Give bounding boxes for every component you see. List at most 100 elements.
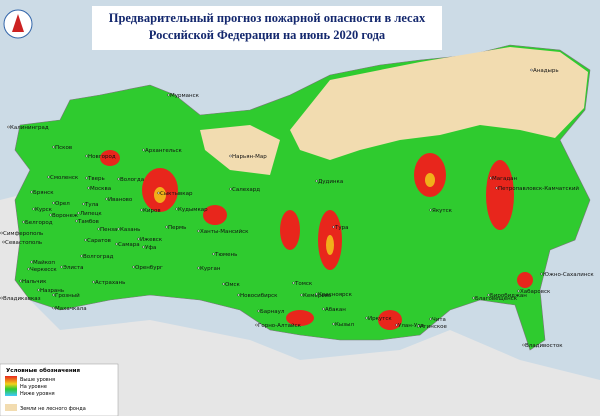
zone (425, 173, 435, 187)
city-dot (97, 227, 100, 231)
city-dot (487, 293, 490, 297)
legend-label: На уровне (20, 384, 47, 390)
city-label: Махачкала (55, 306, 87, 312)
city-dot (429, 208, 432, 212)
city-label: Грозный (55, 292, 80, 299)
high-risk-zones (100, 150, 533, 330)
city-dot (0, 231, 3, 235)
city-label: Оренбург (135, 265, 163, 271)
city-dot (52, 293, 55, 297)
city-dot (237, 293, 240, 297)
city-dot (540, 272, 543, 276)
cities: Мурманск Калининград Псков Новгород Архангел… (0, 68, 594, 349)
zone (203, 205, 227, 225)
city-label: Смоленск (50, 175, 79, 181)
city-dot (257, 309, 260, 313)
city-dot (137, 237, 140, 241)
city-label: Псков (55, 145, 72, 151)
city-dot (157, 191, 160, 195)
zone (280, 210, 300, 250)
city-dot (229, 154, 232, 158)
legend-label: Выше уровня (20, 377, 55, 383)
zone (286, 310, 314, 326)
city-dot (395, 323, 398, 327)
city-dot (417, 324, 420, 328)
city-dot (85, 176, 88, 180)
city-label: Волгоград (83, 254, 114, 260)
city-label: Южно-Сахалинск (543, 272, 594, 278)
city-dot (2, 240, 5, 244)
city-label: Киров (143, 208, 161, 214)
city-dot (85, 154, 88, 158)
city-label: Белгород (25, 220, 53, 226)
city-label: Хабаровск (520, 289, 551, 295)
city-dot (365, 316, 368, 320)
city-dot (82, 202, 85, 206)
city-label: Саратов (87, 238, 111, 244)
city-dot (522, 343, 525, 347)
city-label: Севастополь (5, 240, 42, 246)
city-label: Ижевск (140, 237, 163, 243)
legend-label: Ниже уровня (20, 391, 55, 397)
city-dot (117, 177, 120, 181)
city-label: Барнаул (260, 309, 285, 315)
city-label: Кемерово (303, 293, 332, 299)
city-dot (22, 220, 25, 224)
city-label: Владивосток (525, 343, 563, 349)
city-label: Москва (90, 186, 111, 192)
city-label: Сыктывкар (160, 191, 193, 197)
city-dot (222, 282, 225, 286)
city-label: Анадырь (533, 68, 559, 74)
title-box (92, 6, 442, 50)
city-label: Черкесск (30, 267, 57, 273)
city-dot (117, 227, 120, 231)
city-label: Новосибирск (240, 293, 278, 299)
city-label: Иркутск (368, 316, 392, 322)
city-label: Петропавловск-Камчатский (498, 185, 579, 192)
city-label: Брянск (33, 190, 54, 196)
city-dot (142, 148, 145, 152)
city-dot (30, 190, 33, 194)
city-label: Симферополь (3, 231, 43, 237)
legend-swatch (5, 404, 17, 411)
city-dot (322, 307, 325, 311)
city-dot (300, 293, 303, 297)
city-dot (75, 219, 78, 223)
city-dot (52, 306, 55, 310)
non-forest-land (200, 125, 280, 175)
city-dot (32, 207, 35, 211)
city-dot (60, 265, 63, 269)
city-dot (530, 68, 533, 72)
zone (486, 160, 514, 230)
city-dot (37, 288, 40, 292)
city-dot (429, 317, 432, 321)
city-dot (92, 280, 95, 284)
city-label: Элиста (63, 265, 84, 271)
city-label: Архангельск (145, 148, 183, 154)
city-dot (30, 260, 33, 264)
city-dot (142, 245, 145, 249)
city-label: Нарьян-Мар (232, 154, 267, 160)
city-label: Казань (120, 227, 140, 233)
city-dot (229, 187, 232, 191)
city-label: Благовещенск (475, 296, 518, 302)
city-label: Якутск (432, 208, 453, 214)
city-dot (52, 201, 55, 205)
city-label: Тюмень (214, 252, 237, 258)
legend-swatch (5, 376, 17, 396)
city-dot (197, 229, 200, 233)
city-label: Назрань (40, 288, 64, 294)
city-label: Пермь (168, 225, 186, 231)
city-dot (115, 242, 118, 246)
city-label: Кызыл (335, 322, 355, 328)
legend-box (0, 363, 119, 416)
title: Российской Федерации на июнь 2020 года (149, 28, 386, 42)
logo-flame (12, 14, 24, 32)
zone (100, 150, 120, 166)
city-dot (472, 296, 475, 300)
city-dot (80, 254, 83, 258)
city-label: Уфа (145, 245, 156, 251)
city-dot (49, 213, 52, 217)
legend: Условные обозначения Выше уровня На уров… (0, 363, 119, 416)
